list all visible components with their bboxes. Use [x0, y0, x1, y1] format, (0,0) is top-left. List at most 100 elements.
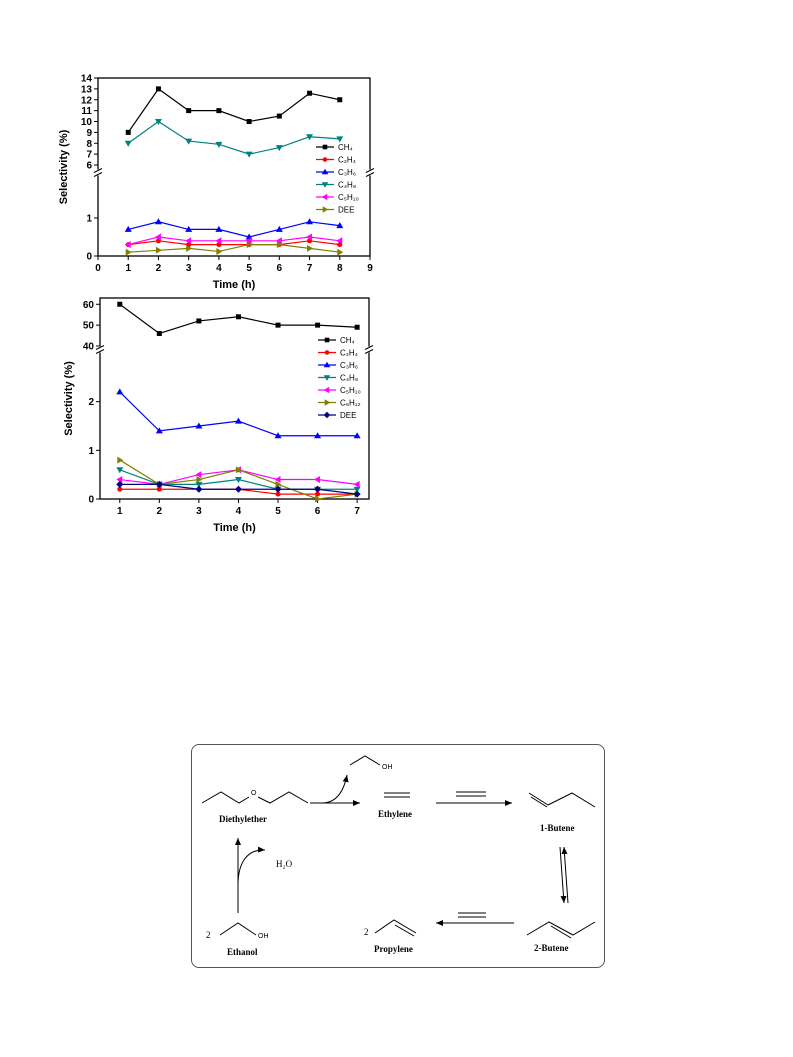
legend-label: CH₄	[338, 143, 353, 152]
data-point	[116, 480, 124, 488]
y-tick-label: 50	[83, 321, 95, 332]
propylene-structure	[374, 919, 417, 937]
series-line	[127, 88, 340, 133]
legend-marker	[323, 411, 331, 419]
data-point	[315, 495, 322, 503]
x-tick-label: 0	[95, 263, 101, 274]
butene1-label: 1-Butene	[540, 823, 575, 833]
x-tick-label: 9	[367, 263, 373, 274]
legend-label: C₂H₄	[338, 156, 356, 165]
data-point	[336, 222, 344, 229]
series-5: C₅H₁₀	[124, 193, 359, 249]
data-point	[154, 233, 161, 241]
x-axis-label: Time (h)	[213, 522, 256, 534]
reaction-scheme-drawing: O Diethylether OH Ethylene 1-Butene	[201, 755, 596, 957]
data-point	[125, 129, 131, 135]
data-point	[195, 471, 202, 479]
x-tick-label: 6	[315, 506, 321, 517]
data-point	[195, 422, 203, 429]
axis-break-mark	[95, 345, 105, 350]
data-point	[274, 432, 282, 439]
legend-label: C₄H₈	[340, 374, 358, 383]
ethylene-structure	[384, 792, 410, 798]
data-point	[307, 244, 314, 252]
data-point	[234, 477, 242, 484]
x-tick-label: 1	[125, 263, 131, 274]
ethylene-label: Ethylene	[378, 809, 412, 819]
legend-marker	[322, 144, 328, 150]
data-point	[275, 322, 281, 328]
data-point	[124, 225, 132, 232]
ethanol-top-structure: OH	[349, 755, 393, 771]
axis-break-gap	[94, 169, 102, 176]
legend-label: C₆H₁₂	[340, 399, 361, 408]
series-3: C₃H₆	[116, 361, 361, 439]
data-point	[353, 490, 361, 498]
water-label: H₂O	[276, 859, 293, 869]
data-point	[315, 491, 321, 497]
ethylene-reagent-top	[456, 791, 486, 797]
data-point	[116, 476, 123, 484]
legend-marker	[323, 375, 331, 381]
legend-label: C₄H₈	[338, 181, 356, 190]
propylene-coefficient: 2	[364, 927, 369, 937]
data-point	[185, 225, 193, 232]
x-tick-label: 5	[275, 506, 281, 517]
data-point	[245, 151, 253, 158]
axis-break-mark	[93, 172, 103, 177]
data-point	[235, 466, 242, 474]
x-tick-label: 2	[156, 263, 162, 274]
reaction-scheme: O Diethylether OH Ethylene 1-Butene	[191, 744, 605, 968]
data-point	[234, 485, 242, 493]
y-tick-label: 11	[81, 106, 92, 117]
data-point	[275, 145, 283, 152]
x-tick-label: 4	[216, 263, 222, 274]
x-tick-label: 7	[307, 263, 313, 274]
series-line	[128, 240, 340, 246]
series-7: DEE	[116, 411, 361, 498]
y-tick-label: 6	[86, 161, 92, 172]
x-tick-label: 8	[337, 263, 343, 274]
legend-label: C₃H₆	[338, 168, 356, 177]
data-point	[186, 108, 192, 114]
data-point	[124, 140, 132, 147]
propylene-label: Propylene	[374, 944, 413, 954]
x-axis-label: Time (h)	[213, 279, 256, 291]
legend-marker	[323, 386, 330, 394]
plot-frame	[97, 77, 371, 257]
data-point	[215, 141, 223, 148]
data-point	[154, 218, 162, 225]
series-4: C₄H₈	[116, 374, 361, 493]
x-tick-label: 5	[246, 263, 252, 274]
axis-break-gap	[366, 169, 374, 176]
series-4: C₄H₈	[124, 119, 356, 190]
data-point	[155, 480, 163, 488]
series-6: DEE	[125, 206, 354, 256]
ethanol-label: Ethanol	[227, 947, 258, 957]
y-tick-label: 0	[88, 495, 94, 506]
data-point	[276, 241, 283, 249]
axis-break-gap	[96, 346, 104, 353]
y-tick-label: 9	[86, 128, 92, 139]
legend-marker	[324, 337, 330, 343]
data-point	[353, 432, 361, 439]
data-point	[155, 246, 162, 254]
x-tick-label: 3	[196, 506, 202, 517]
data-point	[156, 330, 162, 336]
axis-break-mark	[364, 345, 374, 350]
data-point	[246, 241, 253, 249]
equilibrium-arrow-down	[559, 846, 567, 904]
data-point	[354, 324, 360, 330]
data-point	[155, 427, 163, 434]
oh-top-label: OH	[382, 764, 393, 771]
legend-label: CH₄	[340, 336, 355, 345]
legend-label: C₃H₆	[340, 361, 358, 370]
legend-label: DEE	[338, 206, 354, 215]
data-point	[274, 485, 282, 493]
data-point	[245, 237, 252, 245]
data-point	[314, 476, 321, 484]
data-point	[306, 233, 313, 241]
legend-marker	[322, 206, 329, 213]
data-point	[155, 86, 161, 92]
